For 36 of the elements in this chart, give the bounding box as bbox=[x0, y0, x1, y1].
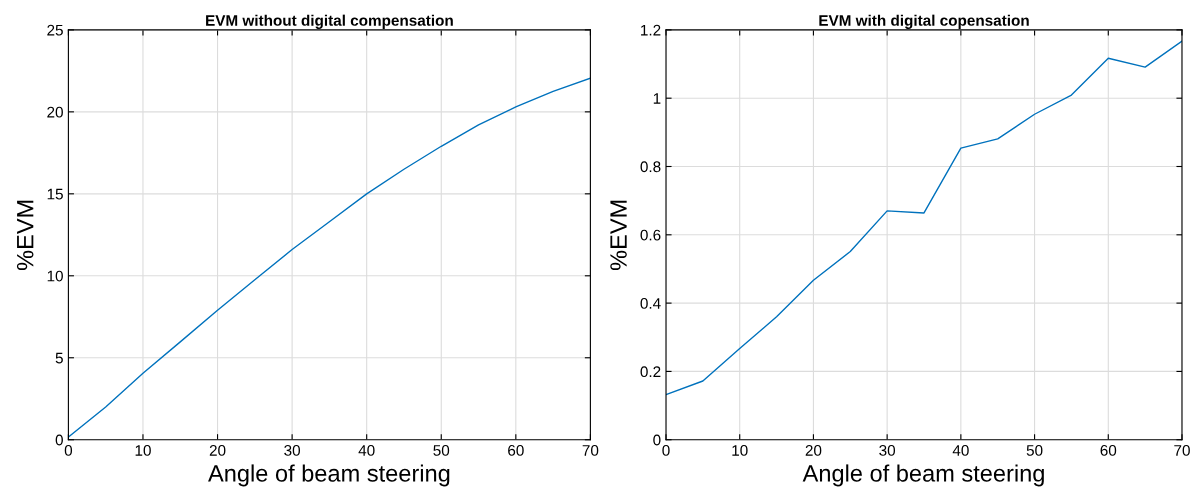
y-tick-label: 10 bbox=[47, 270, 63, 282]
x-tick-label: 20 bbox=[209, 445, 226, 456]
y-axis-title: %EVM bbox=[610, 200, 627, 271]
x-tick-label: 10 bbox=[732, 445, 748, 456]
x-tick-label: 50 bbox=[1026, 445, 1043, 456]
x-tick-label: 70 bbox=[582, 445, 599, 456]
x-axis-title: Angle of beam steering bbox=[208, 464, 450, 487]
y-tick-label: 0.4 bbox=[640, 297, 661, 309]
y-tick-label: 0.8 bbox=[640, 161, 661, 173]
y-tick-label: 5 bbox=[55, 352, 63, 364]
y-tick-label: 0.6 bbox=[640, 229, 661, 241]
y-tick-label: 0 bbox=[653, 434, 661, 446]
x-tick-label: 40 bbox=[952, 445, 969, 456]
x-tick-label: 0 bbox=[662, 445, 670, 456]
y-tick-label: 0.2 bbox=[640, 366, 661, 378]
x-tick-label: 60 bbox=[508, 445, 524, 456]
x-axis-title: Angle of beam steering bbox=[802, 464, 1044, 487]
x-tick-label: 70 bbox=[1174, 445, 1190, 456]
y-tick-label: 0 bbox=[55, 434, 63, 446]
line-series bbox=[666, 40, 1182, 396]
y-axis-title: %EVM bbox=[16, 200, 34, 271]
y-tick-label: 1.2 bbox=[641, 24, 661, 36]
x-tick-label: 0 bbox=[64, 445, 73, 456]
x-tick-label: 50 bbox=[433, 445, 450, 456]
y-tick-label: 25 bbox=[47, 24, 63, 36]
chart-title: EVM without digital compensation bbox=[206, 14, 453, 29]
x-tick-label: 30 bbox=[284, 445, 301, 456]
y-tick-label: 1 bbox=[653, 93, 661, 104]
x-tick-label: 60 bbox=[1100, 445, 1117, 456]
x-tick-label: 20 bbox=[805, 445, 822, 456]
x-tick-label: 10 bbox=[135, 445, 151, 456]
y-tick-label: 20 bbox=[47, 106, 63, 118]
y-tick-label: 15 bbox=[47, 188, 63, 200]
x-tick-label: 30 bbox=[879, 445, 896, 456]
x-tick-label: 40 bbox=[358, 445, 375, 456]
chart-title: EVM with digital copensation bbox=[819, 14, 1029, 29]
